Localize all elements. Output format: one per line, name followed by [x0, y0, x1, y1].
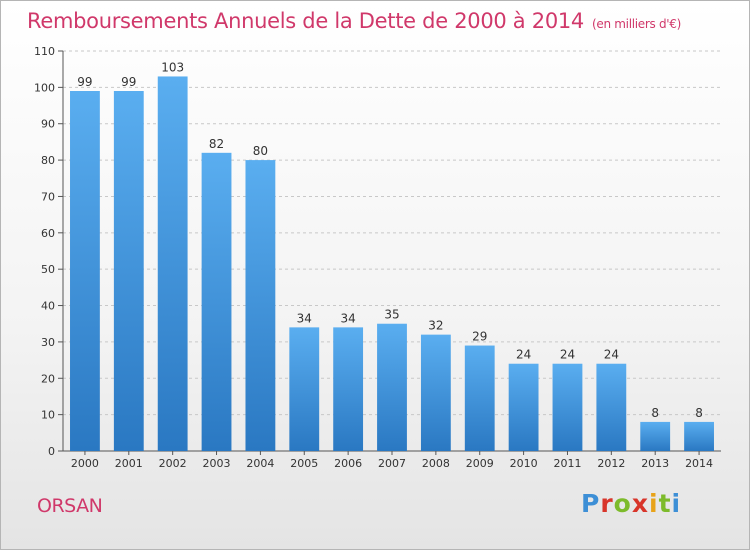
data-label-2010: 24: [516, 348, 531, 362]
bar-2014: [684, 421, 714, 451]
y-tick-label: 80: [41, 154, 55, 167]
data-label-2007: 35: [384, 308, 399, 322]
data-label-2005: 34: [297, 311, 312, 325]
data-label-2014: 8: [695, 406, 703, 420]
bars-layer: [70, 76, 714, 452]
data-label-2012: 24: [604, 348, 619, 362]
x-tick-label-2010: 2010: [510, 457, 538, 470]
bar-2003: [201, 152, 232, 451]
bar-2011: [552, 363, 583, 451]
x-tick-label-2014: 2014: [685, 457, 713, 470]
labels-layer: 99 2000 99 2001 103 2002 82 2003 80 2004 34 2005 34 2…: [71, 60, 713, 470]
x-tick-label-2001: 2001: [115, 457, 143, 470]
x-tick-label-2005: 2005: [290, 457, 318, 470]
x-tick-label-2011: 2011: [553, 457, 581, 470]
bar-2004: [245, 160, 276, 451]
y-tick-label: 0: [48, 445, 55, 458]
x-tick-label-2000: 2000: [71, 457, 99, 470]
bar-2006: [333, 327, 364, 451]
data-label-2006: 34: [340, 311, 355, 325]
bar-2008: [420, 334, 451, 451]
y-tick-label: 110: [34, 45, 55, 58]
y-tick-label: 50: [41, 263, 55, 276]
x-tick-label-2004: 2004: [246, 457, 274, 470]
x-tick-label-2007: 2007: [378, 457, 406, 470]
y-tick-label: 70: [41, 190, 55, 203]
bar-2013: [640, 421, 671, 451]
data-label-2003: 82: [209, 137, 224, 151]
bar-2007: [377, 323, 407, 451]
data-label-2000: 99: [77, 75, 92, 89]
x-tick-label-2013: 2013: [641, 457, 669, 470]
y-tick-label: 30: [41, 336, 55, 349]
x-tick-label-2008: 2008: [422, 457, 450, 470]
chart-title-block: Remboursements Annuels de la Dette de 20…: [27, 9, 681, 33]
y-tick-label: 90: [41, 118, 55, 131]
x-tick-label-2012: 2012: [597, 457, 625, 470]
bar-2009: [464, 345, 495, 451]
y-tick-label: 40: [41, 300, 55, 313]
data-label-2004: 80: [253, 144, 268, 158]
x-tick-label-2009: 2009: [466, 457, 494, 470]
x-tick-label-2006: 2006: [334, 457, 362, 470]
bar-2005: [289, 327, 320, 451]
y-tick-label: 60: [41, 227, 55, 240]
bar-2012: [596, 363, 627, 451]
chart-title: Remboursements Annuels de la Dette de 20…: [27, 9, 584, 33]
data-label-2009: 29: [472, 330, 487, 344]
bar-2002: [157, 76, 188, 452]
chart-subtitle: (en milliers d'€): [592, 17, 682, 31]
bar-2010: [508, 363, 539, 451]
bar-2000: [70, 91, 100, 451]
bar-chart: 0 10 20 30 40 50 60 70 80 90 100 110 99 2000 99 2001 10…: [34, 45, 721, 470]
bar-2001: [113, 91, 144, 451]
commune-name: ORSAN: [37, 495, 103, 517]
data-label-2008: 32: [428, 319, 443, 333]
y-tick-label: 20: [41, 372, 55, 385]
y-tick-label: 100: [34, 81, 55, 94]
data-label-2002: 103: [161, 60, 184, 74]
y-tick-label: 10: [41, 409, 55, 422]
data-label-2001: 99: [121, 75, 136, 89]
x-tick-label-2003: 2003: [203, 457, 231, 470]
x-tick-label-2002: 2002: [159, 457, 187, 470]
data-label-2013: 8: [651, 406, 659, 420]
data-label-2011: 24: [560, 348, 575, 362]
proxiti-logo: Proxiti: [581, 489, 682, 518]
